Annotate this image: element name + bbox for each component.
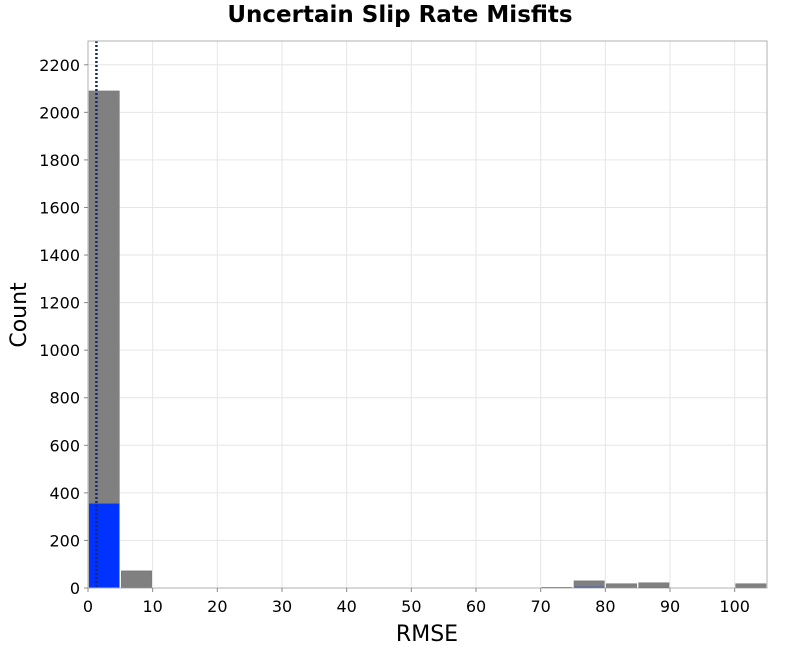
x-tick-label: 90 — [660, 597, 680, 616]
y-tick-label: 0 — [70, 579, 80, 598]
y-tick-label: 2200 — [39, 56, 80, 75]
histogram-bars — [88, 90, 767, 589]
y-axis-ticks: 0 200 400 600 800 1000 1200 1400 1600 1800 2000 220… — [39, 56, 88, 598]
x-tick-label: 0 — [83, 597, 93, 616]
plot-border — [87, 40, 768, 589]
y-tick-label: 200 — [49, 531, 80, 550]
y-axis-label: Count — [7, 282, 32, 348]
y-tick-label: 1400 — [39, 246, 80, 265]
x-axis-ticks: 0 10 20 30 40 50 60 70 80 90 100 — [83, 588, 750, 616]
chart-title: Uncertain Slip Rate Misfits — [227, 2, 573, 28]
x-tick-label: 20 — [207, 597, 227, 616]
x-tick-label: 10 — [142, 597, 162, 616]
y-tick-label: 1200 — [39, 294, 80, 313]
histogram-bar — [121, 570, 152, 589]
x-tick-label: 70 — [530, 597, 550, 616]
histogram-bar — [89, 503, 120, 588]
plot-area — [88, 41, 767, 588]
y-tick-label: 2000 — [39, 103, 80, 122]
y-tick-label: 1000 — [39, 341, 80, 360]
x-tick-label: 40 — [336, 597, 356, 616]
y-tick-label: 1800 — [39, 151, 80, 170]
grid-lines — [87, 41, 767, 589]
y-tick-label: 400 — [49, 484, 80, 503]
y-tick-label: 1600 — [39, 198, 80, 217]
x-tick-label: 60 — [466, 597, 486, 616]
y-tick-label: 600 — [49, 436, 80, 455]
x-tick-label: 80 — [595, 597, 615, 616]
x-tick-label: 50 — [401, 597, 421, 616]
histogram-bar — [574, 586, 605, 588]
x-axis-label: RMSE — [396, 622, 458, 647]
x-tick-label: 30 — [272, 597, 292, 616]
y-tick-label: 800 — [49, 389, 80, 408]
x-tick-label: 100 — [719, 597, 750, 616]
